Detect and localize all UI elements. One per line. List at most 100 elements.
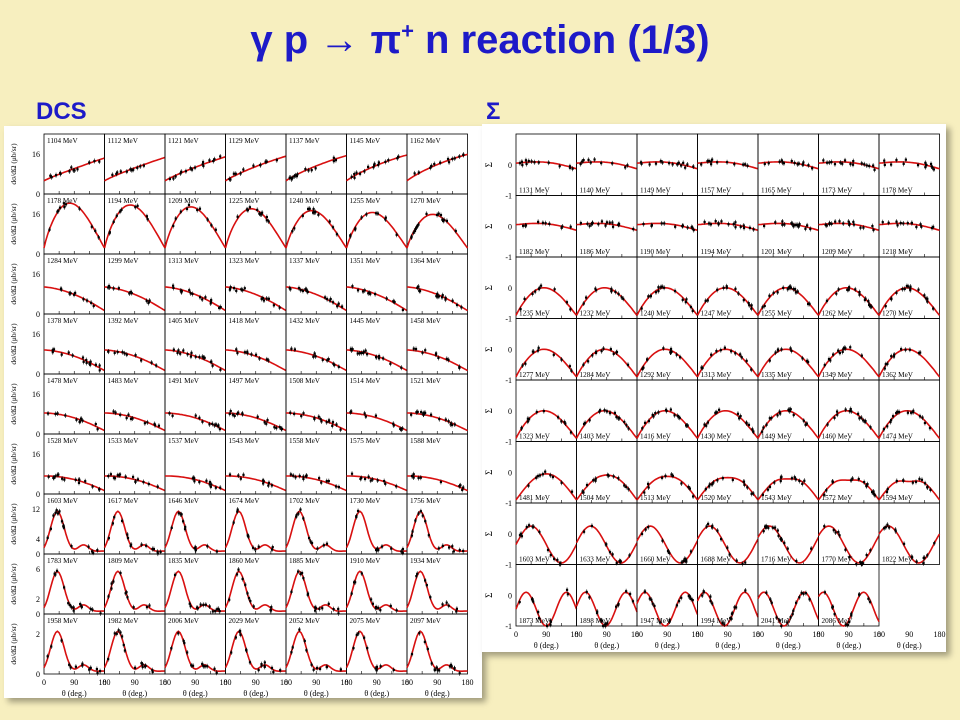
dcs-subplot: 1240 MeV <box>285 193 348 255</box>
sigma-subplot: 1474 MeV <box>878 379 941 442</box>
sigma-xlabel: θ (deg.) <box>655 641 680 650</box>
dcs-theory-curve <box>406 510 468 552</box>
sigma-subplot: 1240 MeV <box>636 256 699 319</box>
sigma-energy-label: 1270 MeV <box>882 310 914 318</box>
dcs-subplot: 1491 MeV <box>164 373 226 435</box>
sigma-subplot: 1594 MeV <box>878 441 941 504</box>
dcs-energy-label: 1497 MeV <box>229 377 261 385</box>
dcs-subplot: 1860 MeV <box>224 553 287 615</box>
sigma-subplot: 1232 MeV <box>575 256 638 319</box>
dcs-theory-curve <box>164 510 226 552</box>
sigma-energy-label: 1474 MeV <box>882 433 914 441</box>
sigma-energy-label: 1898 MeV <box>580 617 612 625</box>
sigma-subplot: 1178 MeV <box>878 133 940 196</box>
dcs-ytick-label: 0 <box>36 430 40 439</box>
dcs-energy-label: 1458 MeV <box>410 317 442 325</box>
sigma-xlabel: θ (deg.) <box>897 641 922 650</box>
sigma-subplot: 1660 MeV <box>636 502 699 565</box>
arrow-icon: → <box>319 18 360 62</box>
dcs-subplot: 1209 MeV <box>164 193 227 255</box>
sigma-subplot: 1449 MeV <box>757 379 820 442</box>
sigma-energy-label: 1178 MeV <box>882 187 913 195</box>
sigma-ylabel: Σ <box>484 470 494 475</box>
dcs-subplot: 1702 MeV <box>285 493 347 555</box>
sigma-theory-curve <box>575 287 638 316</box>
sigma-ytick-label: 0 <box>508 345 512 354</box>
sigma-ytick-label: -1 <box>505 622 512 631</box>
dcs-subplot: 1270 MeV <box>406 193 469 255</box>
dcs-subplot: 1194 MeV <box>103 193 166 255</box>
sigma-xtick-label: 0 <box>514 630 518 639</box>
dcs-xtick-label: 90 <box>131 678 139 687</box>
sigma-subplot: 1270 MeV <box>878 256 941 319</box>
dcs-ytick-label: 16 <box>32 450 40 459</box>
sigma-subplot: 1292 MeV <box>636 318 699 381</box>
sigma-energy-label: 1232 MeV <box>580 310 612 318</box>
dcs-theory-curve <box>286 349 347 372</box>
dcs-ylabel: dσ/dΩ (μb/sr) <box>9 503 18 545</box>
dcs-theory-curve <box>104 475 166 492</box>
dcs-subplot: 1617 MeV <box>103 493 166 557</box>
dcs-subplot: 1934 MeV <box>406 553 468 615</box>
sigma-ytick-label: 0 <box>508 591 512 600</box>
dcs-ylabel: dσ/dΩ (μb/sr) <box>9 263 18 305</box>
sigma-subplot: 1688 MeV <box>696 502 759 567</box>
sigma-subplot: 1416 MeV <box>636 379 699 442</box>
sigma-xtick-label: 0 <box>756 630 760 639</box>
sigma-energy-label: 1520 MeV <box>701 494 733 502</box>
dcs-energy-label: 1270 MeV <box>410 197 442 205</box>
dcs-energy-label: 1674 MeV <box>229 497 261 505</box>
sigma-subplot: 1313 MeV <box>696 318 759 381</box>
dcs-ytick-label: 2 <box>36 595 40 604</box>
dcs-subplot: 1104 MeV <box>43 133 105 195</box>
sigma-energy-label: 1822 MeV <box>882 556 914 564</box>
dcs-subplot: 1337 MeV <box>285 253 347 315</box>
dcs-xlabel: θ (deg.) <box>243 689 268 698</box>
sigma-theory-curve <box>757 222 819 231</box>
dcs-energy-label: 1104 MeV <box>47 137 78 145</box>
dcs-subplot: 1543 MeV <box>225 433 287 495</box>
sigma-energy-label: 1194 MeV <box>701 248 732 256</box>
sigma-energy-label: 1633 MeV <box>580 556 612 564</box>
sigma-energy-label: 1284 MeV <box>580 371 612 379</box>
sigma-subplot: 1209 MeV <box>818 195 880 258</box>
dcs-subplot: 1445 MeV <box>346 313 408 375</box>
dcs-theory-curve <box>224 207 287 249</box>
dcs-subplot: 1121 MeV <box>164 133 226 195</box>
sigma-xlabel: θ (deg.) <box>715 641 740 650</box>
sigma-energy-label: 1186 MeV <box>580 248 611 256</box>
dcs-ytick-label: 0 <box>36 550 40 559</box>
dcs-subplot: 1483 MeV <box>104 373 166 435</box>
dcs-subplot: 1225 MeV <box>224 193 287 255</box>
sigma-xtick-label: 0 <box>696 630 700 639</box>
dcs-theory-curve <box>164 286 226 312</box>
sigma-energy-label: 1218 MeV <box>882 248 914 256</box>
dcs-theory-curve <box>285 570 347 612</box>
sigma-subplot: 1504 MeV <box>575 441 638 504</box>
sigma-subplot: 1770 MeV <box>817 502 880 567</box>
sigma-subplot: 1173 MeV <box>818 133 880 196</box>
dcs-theory-curve <box>225 286 287 312</box>
dcs-energy-label: 1129 MeV <box>229 137 260 145</box>
sigma-theory-curve <box>515 472 578 501</box>
sigma-subplot: 1822 MeV <box>878 502 941 566</box>
dcs-energy-label: 1145 MeV <box>350 137 381 145</box>
dcs-xlabel: θ (deg.) <box>62 689 87 698</box>
dcs-subplot: 1533 MeV <box>104 433 166 495</box>
dcs-subplot: 1730 MeV <box>345 493 408 556</box>
sigma-xlabel: θ (deg.) <box>776 641 801 650</box>
sigma-energy-label: 1255 MeV <box>761 310 793 318</box>
dcs-ylabel: dσ/dΩ (μb/sr) <box>9 323 18 365</box>
dcs-theory-curve <box>346 475 408 492</box>
sigma-xtick-label: 90 <box>542 630 550 639</box>
dcs-theory-curve <box>225 412 287 432</box>
sigma-ylabel: Σ <box>484 347 494 352</box>
sigma-energy-label: 1323 MeV <box>519 433 551 441</box>
sigma-energy-label: 1416 MeV <box>640 433 672 441</box>
dcs-energy-label: 1537 MeV <box>168 437 200 445</box>
dcs-energy-label: 1885 MeV <box>289 557 321 565</box>
sigma-energy-label: 1247 MeV <box>701 310 733 318</box>
dcs-ytick-label: 16 <box>32 330 40 339</box>
dcs-energy-label: 2029 MeV <box>229 617 261 625</box>
dcs-subplot: 1313 MeV <box>164 253 226 315</box>
